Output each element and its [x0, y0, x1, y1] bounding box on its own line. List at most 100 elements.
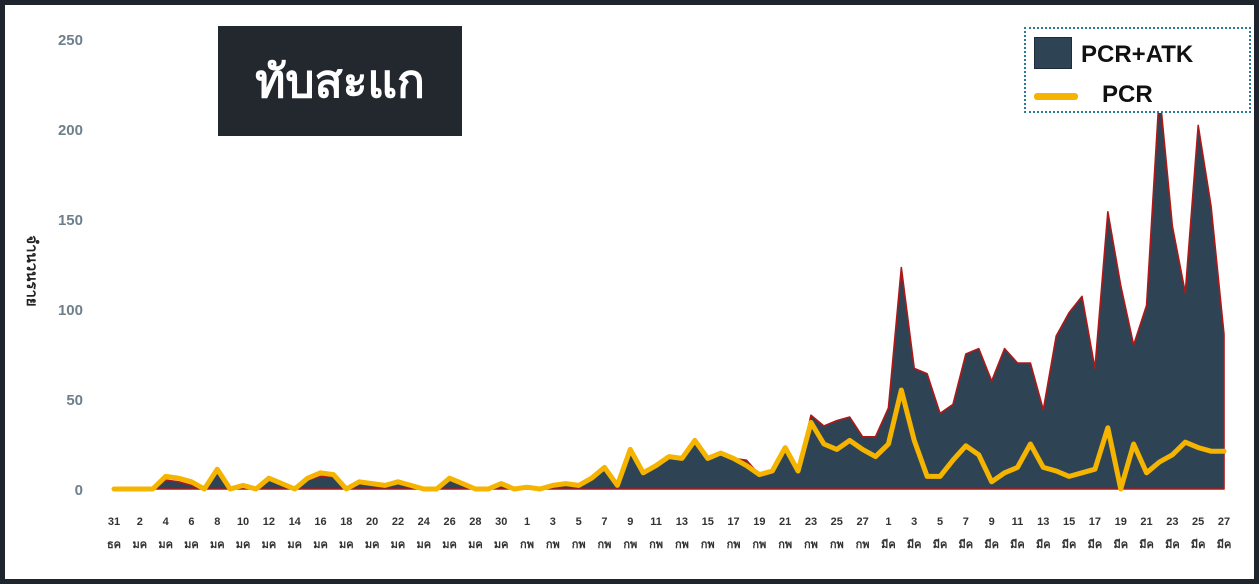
x-tick-day: 30: [495, 516, 507, 528]
series-pcr-line: [111, 387, 1227, 492]
x-tick-day: 17: [727, 516, 739, 528]
x-tick-day: 8: [214, 516, 220, 528]
x-tick-day: 16: [314, 516, 326, 528]
x-tick-month: มค: [468, 539, 483, 551]
x-tick-day: 7: [601, 516, 607, 528]
x-tick-day: 12: [263, 516, 275, 528]
x-tick-month: มีค: [1139, 538, 1154, 551]
x-tick-month: กพ: [856, 539, 870, 551]
y-axis-ticks: 0 50 100 150 200 250: [58, 32, 83, 499]
x-tick-month: กพ: [727, 539, 741, 551]
x-tick-month: มค: [313, 539, 328, 551]
y-tick-label: 150: [58, 212, 83, 229]
y-tick-label: 0: [75, 482, 83, 499]
x-tick-month: กพ: [598, 539, 612, 551]
x-tick-day: 26: [443, 516, 455, 528]
x-tick-day: 9: [627, 516, 633, 528]
x-tick-month: มีค: [1165, 538, 1180, 551]
x-tick-day: 31: [108, 516, 120, 528]
x-tick-day: 9: [989, 516, 995, 528]
y-tick-label: 250: [58, 32, 83, 49]
x-tick-month: กพ: [804, 539, 818, 551]
x-tick-day: 18: [340, 516, 352, 528]
x-tick-month: กพ: [675, 539, 689, 551]
x-tick-day: 20: [366, 516, 378, 528]
x-tick-month: กพ: [520, 539, 534, 551]
x-tick-month: มีค: [1113, 538, 1128, 551]
x-tick-month: มีค: [1088, 538, 1103, 551]
x-tick-month: กพ: [572, 539, 586, 551]
x-tick-day: 10: [237, 516, 249, 528]
legend-swatch-line: [1034, 93, 1078, 100]
x-tick-month: กพ: [778, 539, 792, 551]
x-tick-month: มีค: [1010, 538, 1025, 551]
x-tick-day: 15: [702, 516, 714, 528]
x-tick-day: 3: [911, 516, 917, 528]
x-tick-month: กพ: [830, 539, 844, 551]
x-tick-day: 14: [289, 516, 302, 528]
x-tick-month: มีค: [984, 538, 999, 551]
series-pcr-atk-area: [113, 90, 1225, 490]
x-tick-day: 28: [469, 516, 481, 528]
chart-title: ทับสะแก: [255, 53, 425, 108]
x-tick-day: 19: [753, 516, 765, 528]
x-tick-day: 25: [831, 516, 843, 528]
x-tick-day: 1: [885, 516, 891, 528]
x-tick-month: ธค: [107, 539, 121, 551]
x-tick-month: มีค: [1062, 538, 1077, 551]
x-tick-day: 24: [418, 516, 431, 528]
x-tick-month: กพ: [546, 539, 560, 551]
x-tick-month: มีค: [959, 538, 974, 551]
x-tick-month: กพ: [701, 539, 715, 551]
x-tick-day: 6: [188, 516, 194, 528]
x-tick-day: 7: [963, 516, 969, 528]
x-tick-month: มค: [287, 539, 302, 551]
x-tick-day: 25: [1192, 516, 1204, 528]
x-tick-month: มค: [391, 539, 406, 551]
legend-swatch-area: [1034, 37, 1072, 69]
legend-label-pcr: PCR: [1102, 81, 1153, 108]
y-tick-label: 200: [58, 122, 83, 139]
x-tick-month: มค: [339, 539, 354, 551]
x-tick-month: มีค: [1217, 538, 1232, 551]
x-tick-day: 15: [1063, 516, 1075, 528]
x-tick-month: มค: [494, 539, 509, 551]
x-tick-day: 17: [1089, 516, 1101, 528]
x-axis-ticks: 31ธค2มค4มค6มค8มค10มค12มค14มค16มค18มค20มค…: [107, 516, 1231, 551]
x-tick-day: 11: [650, 516, 662, 528]
x-tick-day: 1: [524, 516, 530, 528]
x-tick-day: 27: [1218, 516, 1230, 528]
legend-label-pcr-atk: PCR+ATK: [1081, 41, 1194, 68]
x-tick-month: มค: [184, 539, 199, 551]
x-tick-month: มค: [365, 539, 380, 551]
x-tick-month: มีค: [1036, 538, 1051, 551]
x-tick-month: มีค: [881, 538, 896, 551]
x-tick-month: มีค: [1191, 538, 1206, 551]
chart-title-box: ทับสะแก: [218, 26, 462, 136]
x-tick-day: 23: [805, 516, 817, 528]
legend: PCR+ATK PCR: [1024, 27, 1251, 113]
x-tick-month: มีค: [933, 538, 948, 551]
x-tick-month: มค: [236, 539, 251, 551]
x-tick-month: มีค: [907, 538, 922, 551]
area-layer: [113, 90, 1225, 490]
x-tick-day: 2: [137, 516, 143, 528]
x-tick-month: มค: [133, 539, 148, 551]
x-tick-day: 19: [1115, 516, 1127, 528]
x-tick-month: มค: [262, 539, 277, 551]
x-tick-day: 13: [1037, 516, 1049, 528]
x-tick-month: มค: [416, 539, 431, 551]
x-tick-month: มค: [158, 539, 173, 551]
x-tick-day: 27: [856, 516, 868, 528]
y-tick-label: 50: [66, 392, 83, 409]
chart-frame: 0 50 100 150 200 250 31 ธค 2 มค 4 มค 6 มค 8 มค 10 มค 12 มค…: [5, 5, 1254, 579]
x-tick-month: มค: [442, 539, 457, 551]
x-tick-month: กพ: [752, 539, 766, 551]
x-tick-day: 21: [1140, 516, 1152, 528]
x-tick-month: กพ: [623, 539, 637, 551]
x-tick-day: 13: [676, 516, 688, 528]
x-tick-day: 5: [937, 516, 943, 528]
x-tick-day: 4: [163, 516, 170, 528]
x-tick-day: 21: [779, 516, 791, 528]
